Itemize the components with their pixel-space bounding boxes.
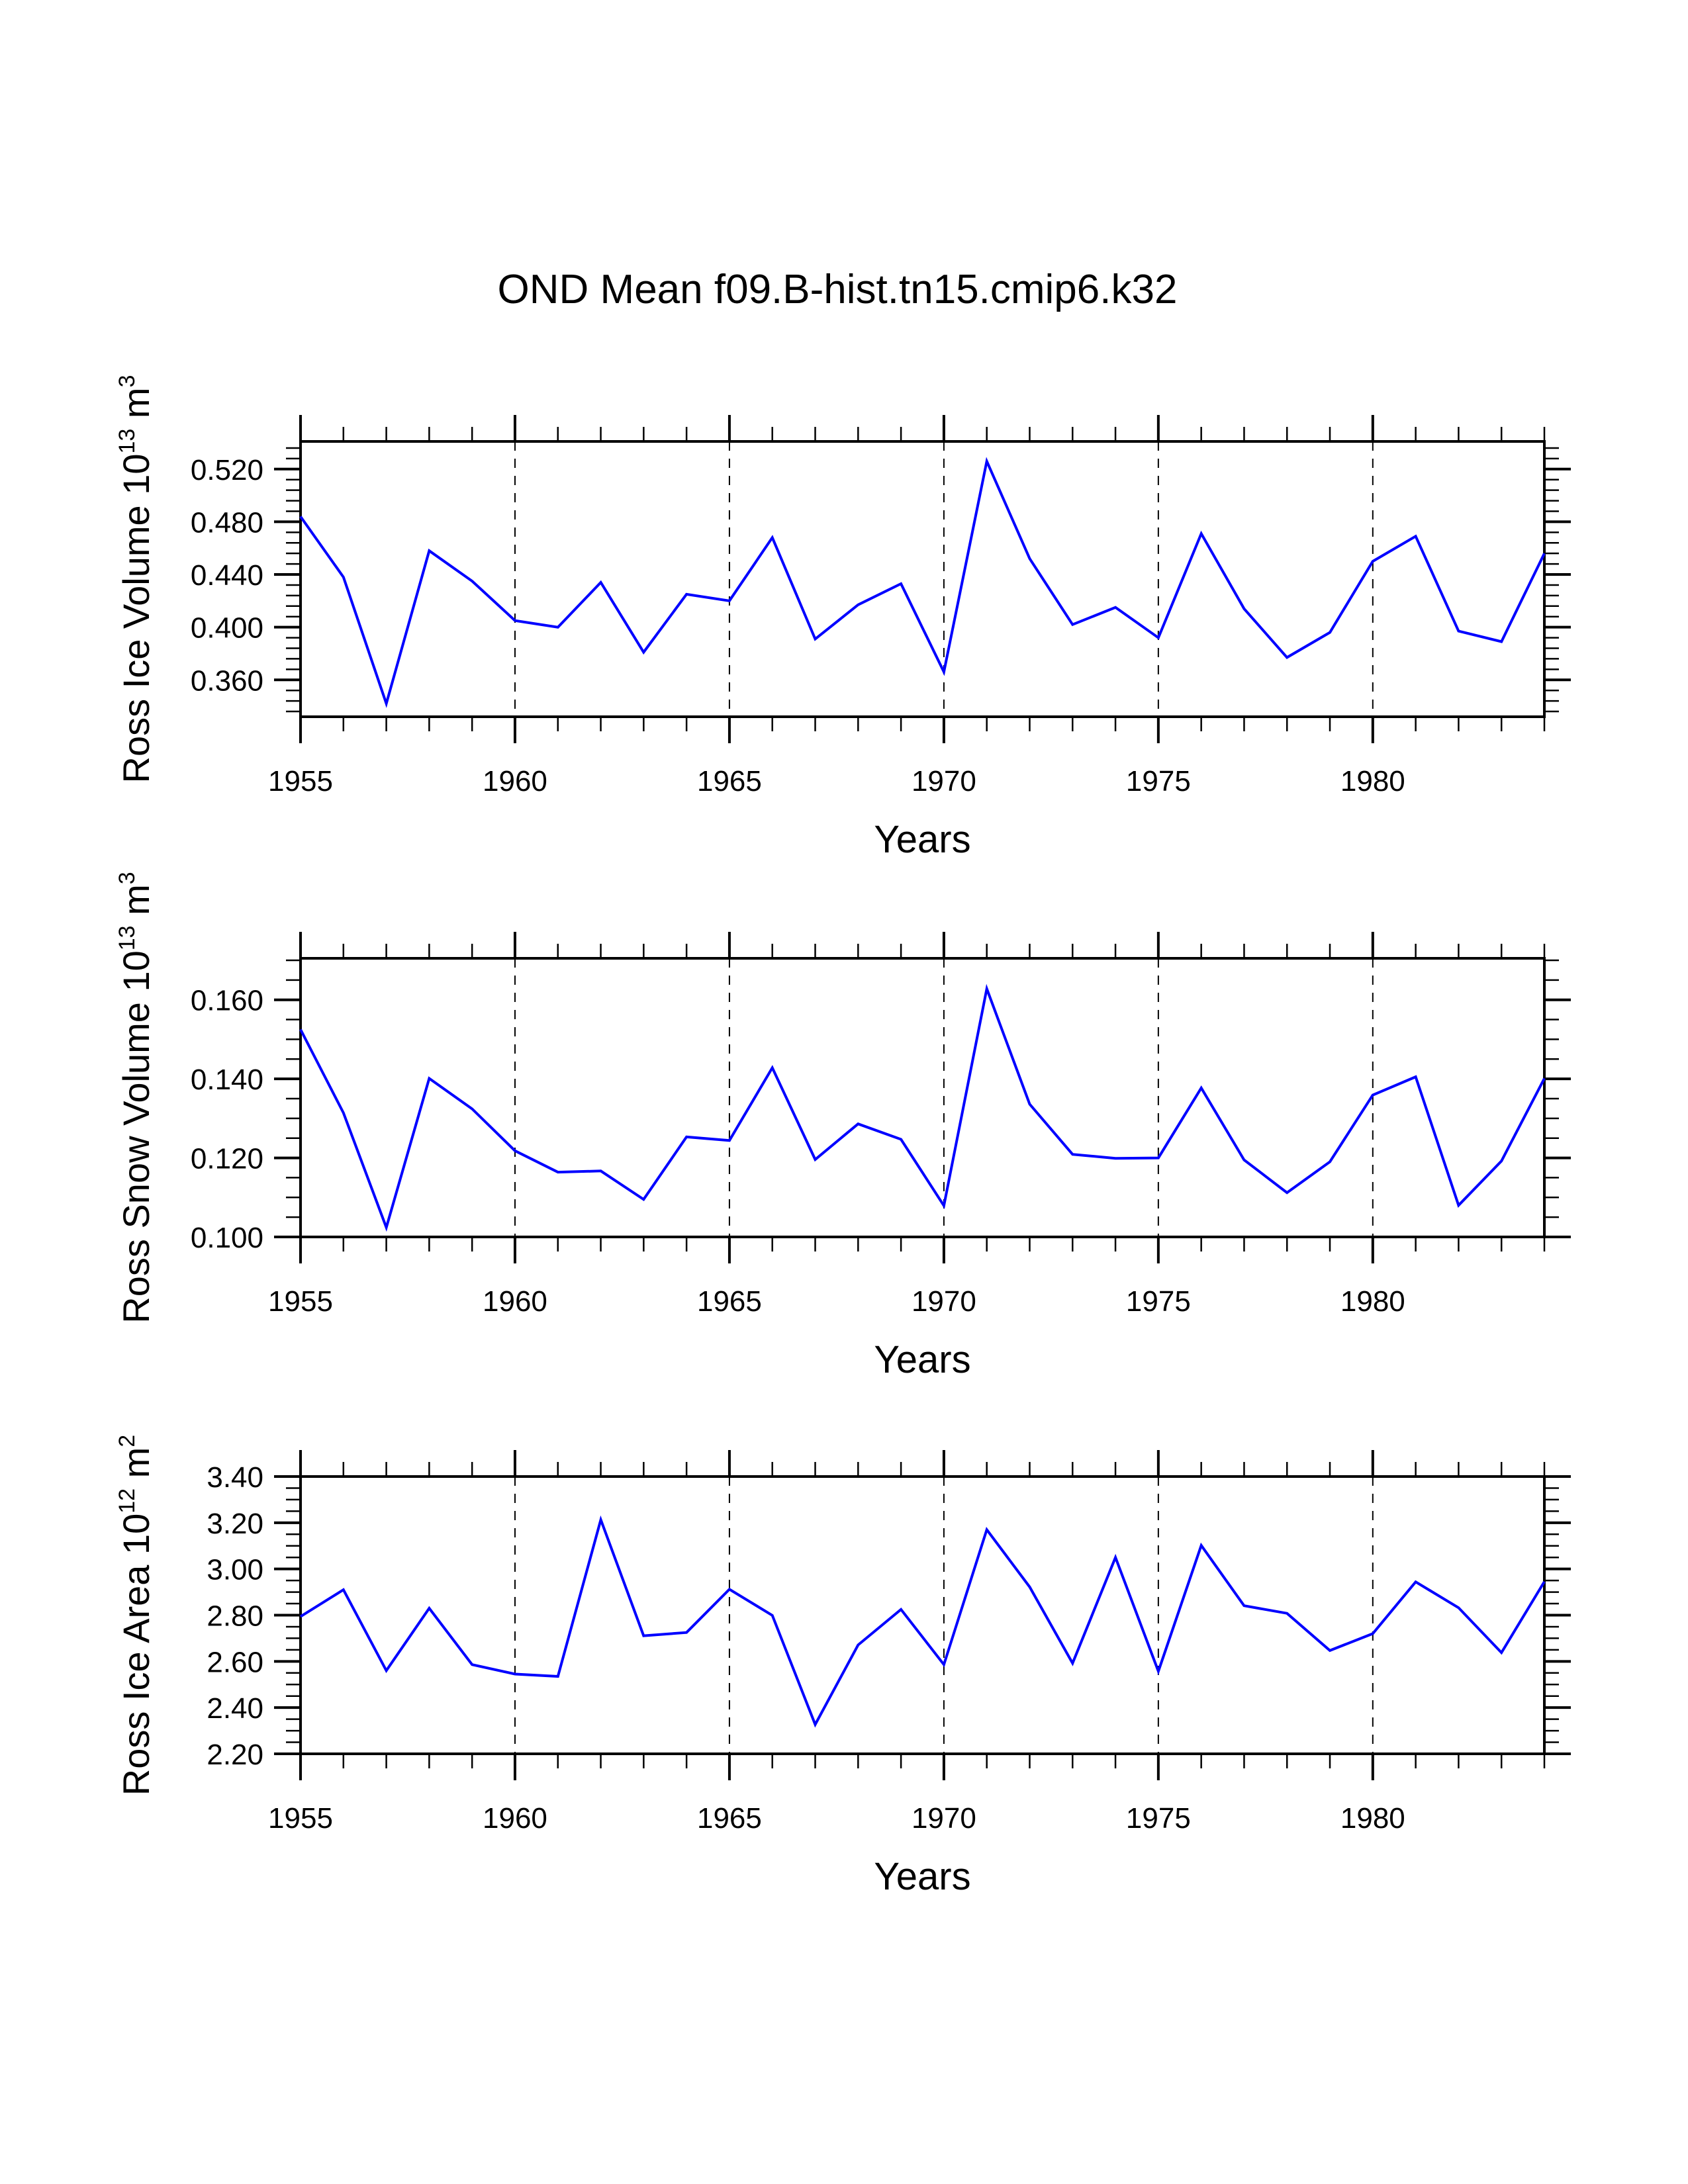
x-tick-label: 1955 [268,765,333,797]
y-tick-label: 0.120 [191,1143,263,1175]
x-axis-label: Years [874,1855,970,1898]
x-tick-label: 1965 [697,1802,762,1835]
x-tick-label: 1970 [912,765,976,797]
plot-frame [299,957,1546,1238]
x-tick-label: 1975 [1126,1285,1191,1318]
y-axis-label: Ross Ice Volume 1013 m3 [115,375,157,783]
x-tick-label: 1975 [1126,765,1191,797]
y-tick-label: 0.140 [191,1064,263,1096]
panel-ross-ice-area: 1955 1960 1965 1970 1975 1980 Years 2.20 2.40 2.6… [115,1435,1571,1898]
x-tick-label: 1955 [268,1285,333,1318]
plot-frame [299,440,1546,718]
x-tick-label: 1980 [1340,1285,1405,1318]
x-tick-label: 1980 [1340,765,1405,797]
y-tick-label: 3.40 [207,1461,263,1494]
y-tick-label: 0.100 [191,1222,263,1254]
y-tick-label: 2.40 [207,1692,263,1725]
chart-title: OND Mean f09.B-hist.tn15.cmip6.k32 [498,267,1178,312]
y-axis-label: Ross Ice Area 1012 m2 [115,1435,157,1796]
x-axis-label: Years [874,1338,970,1381]
x-tick-label: 1965 [697,765,762,797]
panel-ross-ice-volume: 1955 1960 1965 1970 1975 1980 Years 0.360 0.400 0… [115,375,1571,861]
y-tick-label: 3.20 [207,1508,263,1540]
x-tick-label: 1960 [483,1285,547,1318]
x-tick-label: 1970 [912,1285,976,1318]
panel-ross-snow-volume: 1955 1960 1965 1970 1975 1980 Years 0.100 0.120 0… [115,872,1571,1381]
y-tick-label: 0.520 [191,454,263,486]
plot-frame [299,1475,1546,1755]
x-tick-label: 1965 [697,1285,762,1318]
data-series-ross-ice-area [299,1515,1546,1728]
x-tick-label: 1975 [1126,1802,1191,1835]
y-tick-label: 3.00 [207,1554,263,1586]
data-series-ross-ice-volume [299,457,1546,708]
y-tick-label: 0.440 [191,559,263,592]
y-tick-label: 0.480 [191,506,263,539]
y-tick-label: 0.400 [191,612,263,645]
y-tick-label: 0.160 [191,985,263,1017]
y-tick-label: 2.20 [207,1739,263,1771]
data-series-ross-snow-volume [299,983,1546,1232]
x-tick-label: 1960 [483,765,547,797]
x-tick-label: 1970 [912,1802,976,1835]
y-tick-label: 2.60 [207,1646,263,1678]
x-tick-label: 1980 [1340,1802,1405,1835]
x-axis-label: Years [874,818,970,861]
x-tick-label: 1955 [268,1802,333,1835]
y-tick-label: 2.80 [207,1600,263,1633]
x-tick-label: 1960 [483,1802,547,1835]
y-tick-label: 0.360 [191,664,263,697]
y-axis-label: Ross Snow Volume 1013 m3 [115,872,157,1323]
